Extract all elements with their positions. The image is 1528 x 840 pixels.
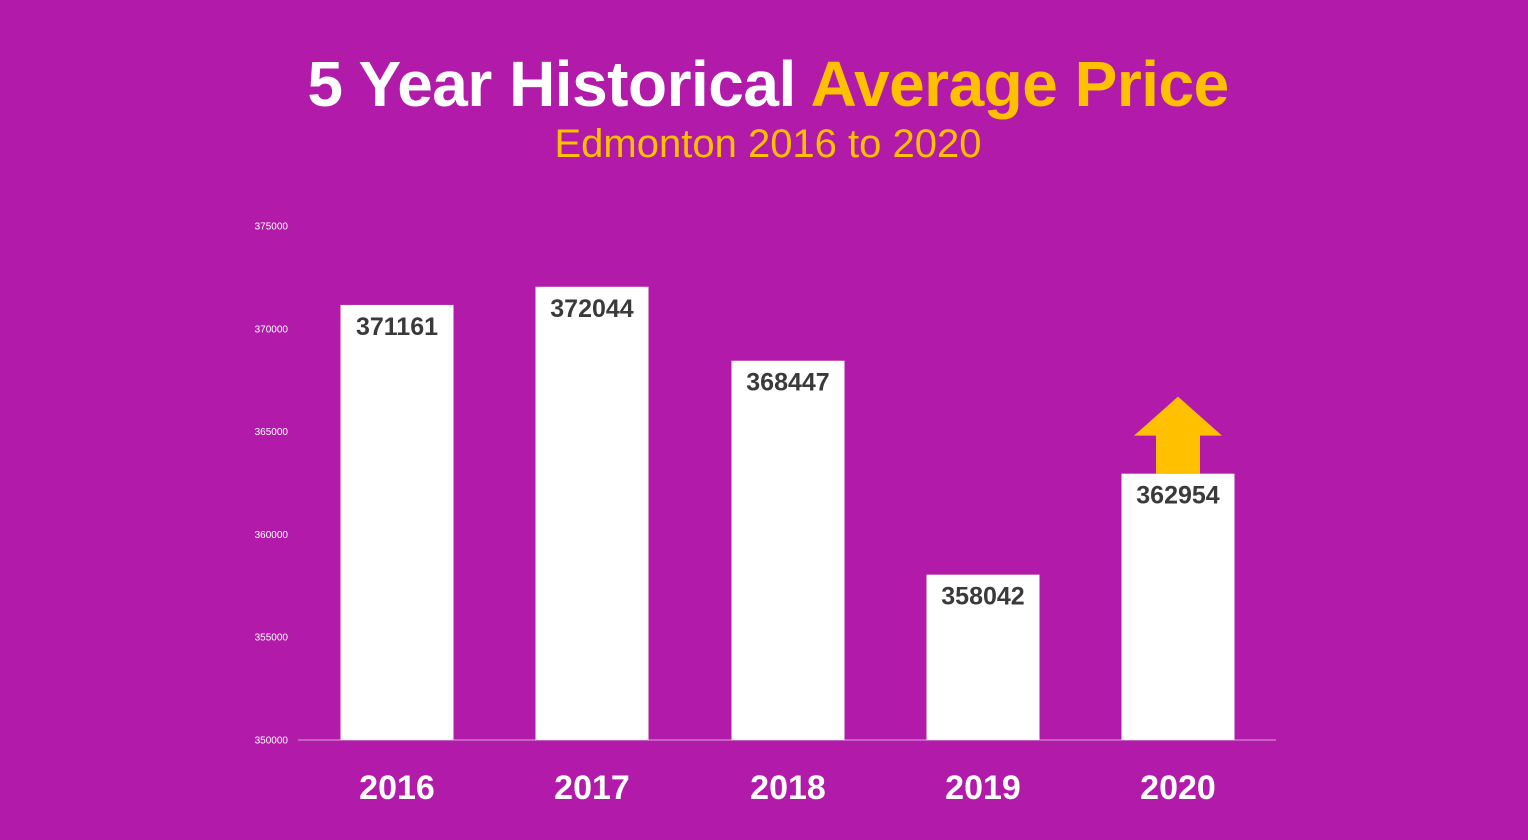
- title-part-highlight: Average Price: [810, 48, 1230, 120]
- x-tick-label: 2017: [554, 769, 630, 807]
- chart-subtitle: Edmonton 2016 to 2020: [554, 122, 982, 166]
- y-tick-label: 360000: [255, 530, 289, 541]
- title-part-white: 5 Year Historical: [307, 48, 796, 120]
- bar: [731, 360, 845, 740]
- chart-title: 5 Year Historical Average Price: [0, 44, 1528, 124]
- title-block: 5 Year Historical Average Price Edmonton…: [0, 44, 1528, 168]
- data-label: 372044: [550, 295, 634, 323]
- x-tick-label: 2019: [945, 769, 1021, 807]
- y-tick-label: 375000: [255, 222, 289, 233]
- bar: [926, 574, 1040, 740]
- x-tick-label: 2020: [1140, 769, 1216, 807]
- bar: [340, 304, 454, 740]
- up-arrow-icon: [1134, 396, 1222, 474]
- data-label: 371161: [356, 313, 438, 341]
- y-tick-label: 355000: [255, 633, 289, 644]
- data-label: 358042: [941, 583, 1024, 611]
- y-tick-label: 365000: [255, 427, 289, 438]
- x-tick-label: 2016: [359, 769, 435, 807]
- data-label: 368447: [746, 369, 829, 397]
- x-tick-label: 2018: [750, 769, 826, 807]
- y-tick-label: 350000: [255, 736, 289, 747]
- y-tick-label: 370000: [255, 324, 289, 335]
- data-label: 362954: [1136, 482, 1220, 510]
- bar: [1121, 473, 1235, 740]
- bar: [535, 286, 649, 740]
